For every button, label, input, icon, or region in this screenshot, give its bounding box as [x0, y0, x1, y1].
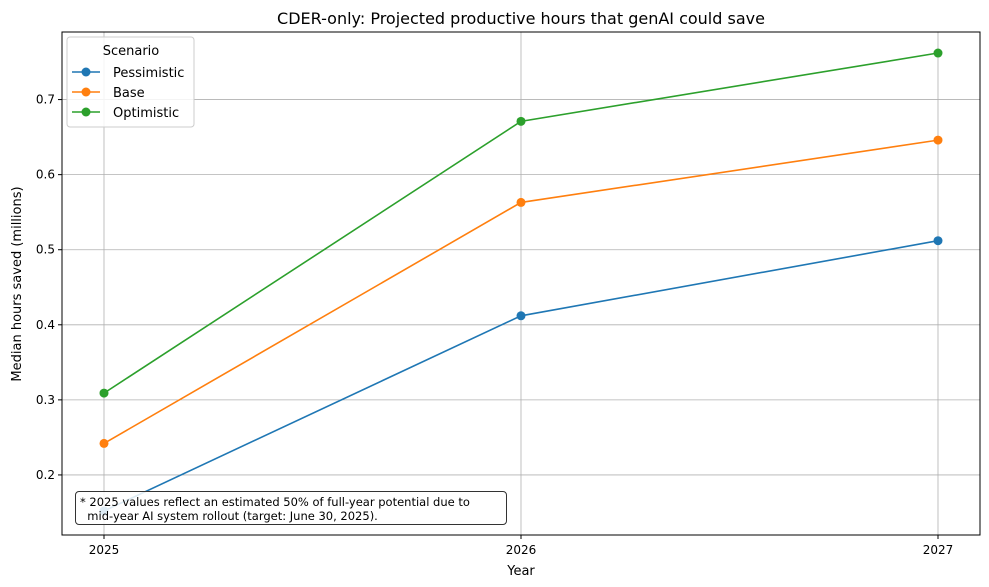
data-point-optimistic [933, 48, 943, 58]
data-point-optimistic [99, 388, 109, 398]
legend: Scenario Pessimistic Base Optimistic [66, 36, 195, 128]
annotation-line-1: * 2025 values reflect an estimated 50% o… [80, 495, 470, 509]
x-axis-ticks: 2025 2026 2027 [89, 535, 954, 557]
data-point-base [933, 135, 943, 145]
annotation-note: * 2025 values reflect an estimated 50% o… [75, 491, 507, 525]
x-tick-label: 2026 [506, 543, 537, 557]
data-point-base [99, 438, 109, 448]
data-point-optimistic [516, 116, 526, 126]
y-tick-label: 0.2 [36, 468, 55, 482]
y-axis-ticks: 0.2 0.3 0.4 0.5 0.6 0.7 [36, 93, 62, 482]
chart-title: CDER-only: Projected productive hours th… [277, 9, 765, 28]
data-point-pessimistic [933, 236, 943, 246]
x-tick-label: 2027 [923, 543, 954, 557]
legend-box [66, 36, 195, 128]
y-axis-title: Median hours saved (millions) [10, 186, 25, 381]
legend-marker-pessimistic [81, 67, 91, 77]
y-tick-label: 0.6 [36, 168, 55, 182]
y-tick-label: 0.7 [36, 93, 55, 107]
legend-marker-optimistic [81, 107, 91, 117]
data-point-base [516, 197, 526, 207]
legend-marker-base [81, 87, 91, 97]
y-tick-label: 0.4 [36, 318, 55, 332]
legend-title: Scenario [103, 44, 160, 59]
data-point-pessimistic [516, 311, 526, 321]
y-tick-label: 0.5 [36, 243, 55, 257]
legend-label-optimistic: Optimistic [113, 106, 179, 121]
x-tick-label: 2025 [89, 543, 120, 557]
legend-label-base: Base [113, 86, 145, 101]
grid-lines [62, 32, 980, 535]
legend-label-pessimistic: Pessimistic [113, 66, 184, 81]
x-axis-title: Year [506, 564, 535, 579]
y-tick-label: 0.3 [36, 393, 55, 407]
annotation-line-2: mid-year AI system rollout (target: June… [80, 509, 378, 523]
